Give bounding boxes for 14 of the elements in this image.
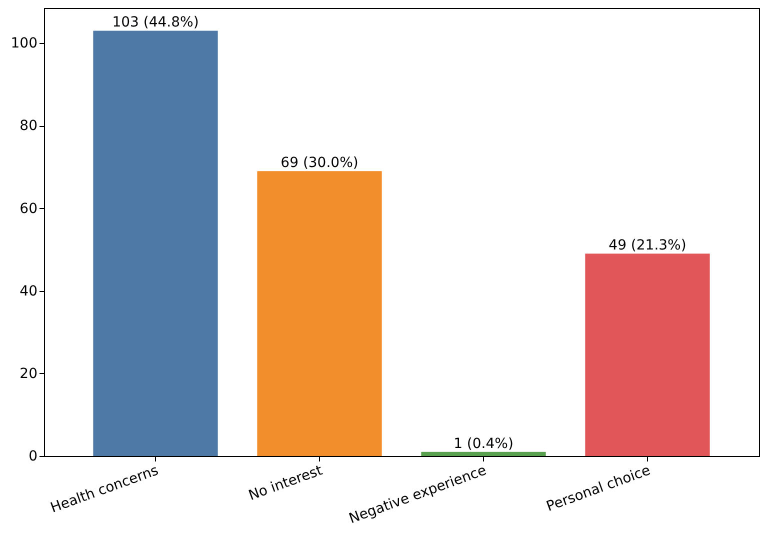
bar bbox=[93, 30, 218, 456]
bar bbox=[421, 452, 546, 456]
y-tick-label: 40 bbox=[20, 283, 38, 300]
y-tick-label: 0 bbox=[28, 448, 38, 464]
y-tick-label: 80 bbox=[20, 118, 38, 134]
data-label: 1 (0.4%) bbox=[454, 436, 514, 452]
bar bbox=[585, 254, 710, 456]
data-label: 103 (44.8%) bbox=[112, 14, 199, 31]
data-label: 49 (21.3%) bbox=[608, 238, 686, 254]
bar bbox=[257, 171, 382, 456]
y-tick-label: 60 bbox=[20, 200, 38, 217]
data-label: 69 (30.0%) bbox=[280, 155, 358, 172]
y-tick-label: 20 bbox=[20, 366, 38, 382]
y-tick-label: 100 bbox=[10, 36, 38, 52]
